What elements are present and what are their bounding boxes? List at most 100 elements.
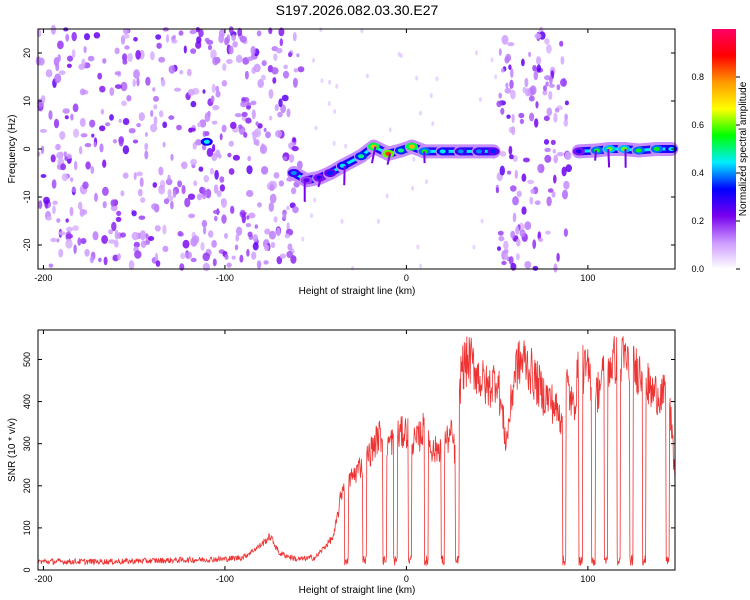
spectrogram-noise-cell: [102, 201, 107, 209]
spectrogram-noise-cell: [544, 38, 550, 45]
spectrogram-noise-cell: [278, 180, 284, 187]
spectrogram-noise-cell: [190, 48, 197, 54]
spectrogram-noise-cell: [252, 131, 257, 142]
spectrogram-noise-cell: [388, 127, 392, 133]
spectrogram-noise-cell: [195, 27, 200, 33]
spectrogram-noise-cell: [510, 230, 516, 239]
snr-plot-area: [38, 330, 675, 570]
spectrogram-noise-cell: [480, 218, 484, 224]
spectrogram-noise-cell: [136, 123, 142, 128]
spectrogram-noise-cell: [99, 125, 106, 132]
spectrogram-noise-cell: [145, 76, 151, 86]
spectrogram-noise-cell: [553, 154, 558, 164]
spectrogram-noise-cell: [199, 119, 207, 128]
spectrogram-noise-cell: [431, 121, 435, 127]
spectrogram-noise-cell: [65, 33, 70, 42]
spectrogram-noise-cell: [208, 230, 214, 238]
spectrogram-noise-cell: [234, 113, 242, 118]
spectrogram-noise-cell: [511, 113, 515, 124]
spectrogram-noise-cell: [79, 208, 85, 217]
spectrogram-noise-cell: [291, 145, 299, 152]
spectrogram-noise-cell: [150, 110, 154, 117]
spectrogram-signal-peak: [290, 171, 297, 175]
spectrogram-noise-cell: [239, 35, 247, 43]
spectrogram-noise-cell: [247, 155, 252, 162]
spectrogram-noise-cell: [186, 68, 192, 77]
spectrogram-noise-cell: [118, 136, 125, 145]
spectrogram-noise-cell: [546, 107, 553, 117]
spectrogram-noise-cell: [80, 238, 87, 244]
spectrogram-noise-cell: [90, 166, 95, 174]
spectrogram-noise-cell: [55, 143, 61, 151]
spectrogram-noise-cell: [301, 236, 305, 242]
spectrogram-streak: [386, 153, 392, 165]
spectrogram-noise-cell: [79, 88, 86, 96]
spectrogram-noise-cell: [260, 74, 266, 81]
spectrogram-noise-cell: [100, 108, 104, 115]
spectrogram-noise-cell: [514, 169, 518, 179]
spectrogram-noise-cell: [65, 218, 69, 223]
spectrogram-signal-peak: [575, 149, 582, 154]
spectrogram-noise-cell: [211, 83, 216, 93]
spectrogram-noise-cell: [516, 190, 522, 198]
spectrogram-noise-cell: [183, 45, 187, 54]
spectrogram-noise-cell: [269, 115, 273, 121]
spectrogram-noise-cell: [256, 260, 262, 269]
spectrogram-noise-cell: [62, 108, 70, 114]
spectrogram-noise-cell: [155, 260, 161, 267]
spectrogram-noise-cell: [72, 225, 79, 232]
spectrogram-noise-cell: [239, 254, 244, 263]
spectrogram-noise-cell: [512, 155, 518, 162]
spectrogram-noise-cell: [565, 164, 572, 173]
spectrogram-noise-cell: [543, 115, 550, 122]
spectrogram-noise-cell: [131, 231, 139, 241]
spectrogram-noise-cell: [120, 190, 125, 197]
spectrogram-noise-cell: [275, 47, 283, 54]
spectrogram-noise-cell: [176, 124, 182, 131]
spectrogram-noise-cell: [65, 233, 73, 239]
spectrogram-noise-cell: [411, 185, 415, 191]
colorbar-label: Normalized spectral amplitude: [738, 81, 749, 216]
spectrogram-noise-cell: [507, 42, 515, 47]
spectrogram-noise-cell: [234, 244, 239, 251]
spectrogram-noise-cell: [495, 187, 499, 194]
spectrogram-noise-cell: [240, 101, 248, 108]
spectrogram-noise-cell: [118, 118, 122, 123]
spectrogram-noise-cell: [259, 144, 268, 155]
spectrogram-noise-cell: [192, 235, 200, 244]
spectrogram-noise-cell: [527, 179, 535, 185]
spectrogram-noise-cell: [255, 139, 260, 147]
spectrogram-noise-cell: [365, 73, 369, 79]
spectrogram-noise-cell: [115, 216, 122, 222]
spectrogram-noise-cell: [268, 202, 274, 212]
spectrogram-noise-cell: [201, 219, 208, 228]
snr-y-tick-label: 400: [22, 394, 32, 409]
spectrogram-noise-cell: [71, 31, 77, 42]
spectrogram-noise-cell: [148, 236, 155, 241]
spectrogram-noise-cell: [64, 156, 68, 161]
spectrogram-noise-cell: [246, 190, 254, 197]
spectrogram-noise-cell: [516, 253, 520, 261]
spectrogram-noise-cell: [276, 256, 283, 265]
spectrogram-noise-cell: [509, 154, 514, 160]
spectrogram-noise-cell: [133, 172, 137, 181]
spectrogram-noise-cell: [160, 78, 166, 87]
spectrogram-noise-cell: [286, 205, 290, 211]
snr-series-line: [38, 336, 675, 566]
spectrogram-noise-cell: [188, 127, 196, 132]
spectrogram-noise-cell: [231, 34, 237, 41]
spectrogram-noise-cell: [102, 58, 107, 64]
spectrogram-noise-cell: [122, 172, 129, 179]
spectrogram-noise-cell: [297, 66, 305, 73]
spectrogram-noise-cell: [198, 29, 204, 38]
spectrogram-noise-cell: [222, 63, 227, 72]
spectrogram-noise-cell: [504, 87, 512, 94]
spectrogram-noise-cell: [292, 137, 297, 143]
spectrogram-noise-cell: [221, 198, 227, 208]
spectrogram-noise-cell: [385, 193, 389, 199]
spectrogram-noise-cell: [376, 218, 380, 224]
spectrogram-noise-cell: [153, 104, 158, 110]
spectrogram-noise-cell: [277, 111, 283, 118]
spectrogram-noise-cell: [162, 224, 167, 235]
spectrogram-noise-cell: [257, 202, 262, 208]
